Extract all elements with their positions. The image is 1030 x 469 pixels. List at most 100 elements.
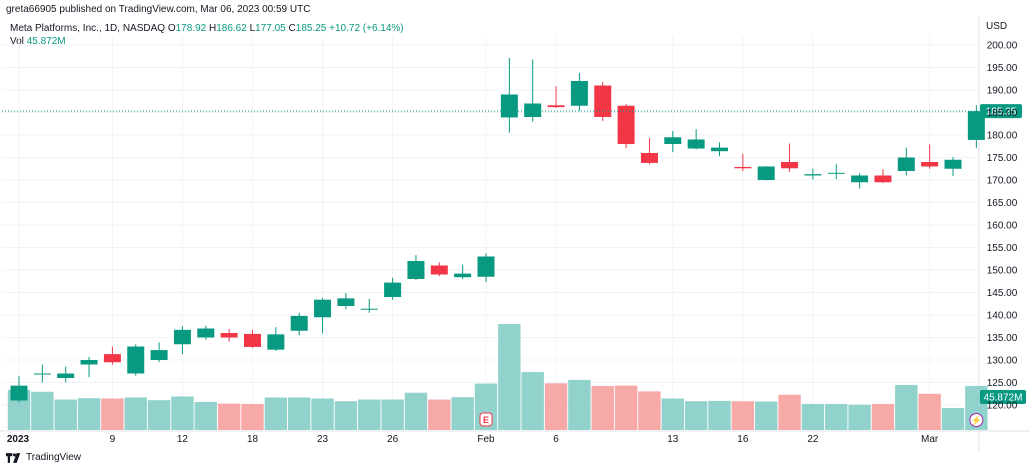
tradingview-logo-icon	[6, 452, 21, 463]
split-marker-label: ⚡	[971, 415, 982, 427]
close-label: C	[288, 23, 296, 34]
open-label: O	[167, 23, 176, 34]
candle-body	[874, 175, 892, 183]
candle-body	[337, 298, 355, 306]
volume-bar	[895, 384, 918, 430]
candle-body	[290, 315, 308, 331]
y-tick-label: 155.00	[987, 243, 1018, 254]
y-tick-label: 145.00	[987, 288, 1018, 299]
candle-body	[617, 105, 635, 144]
candle-body	[430, 265, 448, 275]
volume-bar	[171, 396, 194, 430]
volume-bar	[334, 401, 358, 430]
volume-bar	[241, 403, 264, 430]
footer-brand[interactable]: TradingView	[6, 452, 81, 463]
candle-body	[127, 346, 145, 374]
y-tick-label: 180.00	[987, 131, 1018, 142]
candle-body	[384, 282, 402, 297]
x-tick-label: 9	[110, 434, 116, 445]
candle-body	[781, 162, 799, 169]
volume-bar	[521, 372, 544, 430]
y-tick-label: 165.00	[987, 198, 1018, 209]
volume-bar	[801, 403, 825, 430]
candle-body	[80, 360, 98, 365]
candle-body	[360, 308, 378, 310]
x-tick-label: Mar	[921, 434, 939, 445]
currency-label: USD	[986, 21, 1008, 32]
volume-bar	[684, 401, 708, 430]
candle-body	[734, 166, 752, 169]
volume-bar	[288, 397, 311, 430]
volume-bar	[147, 400, 171, 430]
volume-bar	[755, 401, 778, 430]
candle-body	[150, 350, 168, 360]
candle-body	[594, 85, 612, 117]
y-tick-label: 160.00	[987, 221, 1018, 232]
candle-body	[267, 334, 285, 350]
x-tick-label: 2023	[7, 434, 30, 445]
close-value: 185.25	[295, 23, 327, 34]
y-tick-label: 135.00	[987, 333, 1018, 344]
candle-body	[944, 159, 962, 169]
volume-bar	[7, 390, 31, 430]
y-tick-label: 140.00	[987, 311, 1018, 322]
volume-bar	[871, 403, 895, 430]
volume-bar	[77, 398, 101, 430]
x-tick-label: 26	[387, 434, 399, 445]
candle-body	[851, 175, 869, 183]
volume-bar	[965, 385, 988, 430]
volume-bar	[428, 399, 451, 430]
candle-body	[664, 137, 682, 144]
y-tick-label: 125.00	[987, 378, 1018, 389]
volume-bar	[217, 403, 241, 430]
high-value: 186.62	[216, 23, 247, 34]
y-tick-label: 200.00	[987, 41, 1018, 52]
candle-body	[827, 172, 845, 174]
earnings-marker	[479, 412, 493, 427]
y-tick-label: 170.00	[987, 176, 1018, 187]
volume-bar	[591, 385, 614, 430]
x-tick-label: Feb	[477, 434, 495, 445]
volume-value: 45.872M	[26, 36, 66, 47]
candle-body	[570, 81, 588, 106]
x-tick-label: 16	[737, 434, 749, 445]
high-label: H	[208, 23, 217, 34]
last-price-label: 185.25	[986, 107, 1017, 118]
volume-bar	[31, 391, 54, 430]
volume-bar	[638, 391, 661, 430]
candle-body	[524, 103, 542, 117]
candle-body	[921, 162, 939, 167]
change-value: +10.72 (+6.14%)	[329, 23, 404, 34]
candle-body	[103, 354, 121, 363]
y-tick-label: 190.00	[987, 86, 1018, 97]
symbol-label[interactable]: Meta Platforms, Inc., 1D, NASDAQ	[10, 23, 166, 34]
volume-bar	[778, 394, 801, 430]
y-tick-label: 195.00	[987, 63, 1018, 74]
volume-bar	[661, 398, 684, 430]
candle-body	[897, 157, 915, 171]
y-tick-label: 150.00	[987, 266, 1018, 277]
last-volume-tag	[980, 390, 1026, 404]
candle-body	[33, 373, 51, 375]
candle-body	[757, 166, 775, 180]
candle-body	[220, 333, 238, 338]
candle-body	[197, 328, 215, 338]
candle-body	[500, 94, 518, 118]
earnings-marker-label: E	[483, 415, 489, 425]
candle-body	[687, 139, 705, 149]
y-tick-label: 120.00	[987, 401, 1018, 412]
candle-body	[244, 333, 261, 347]
volume-bar	[825, 403, 848, 430]
candle-body	[10, 385, 28, 401]
candle-body	[640, 153, 658, 163]
volume-bar	[311, 398, 334, 430]
low-value: 177.05	[255, 23, 286, 34]
low-label: L	[249, 23, 256, 34]
candle-body	[173, 329, 191, 345]
footer-brand-label: TradingView	[26, 452, 82, 463]
candle-body	[477, 256, 495, 277]
candle-body	[804, 174, 822, 176]
volume-bar	[731, 401, 755, 430]
x-tick-label: 18	[247, 434, 259, 445]
